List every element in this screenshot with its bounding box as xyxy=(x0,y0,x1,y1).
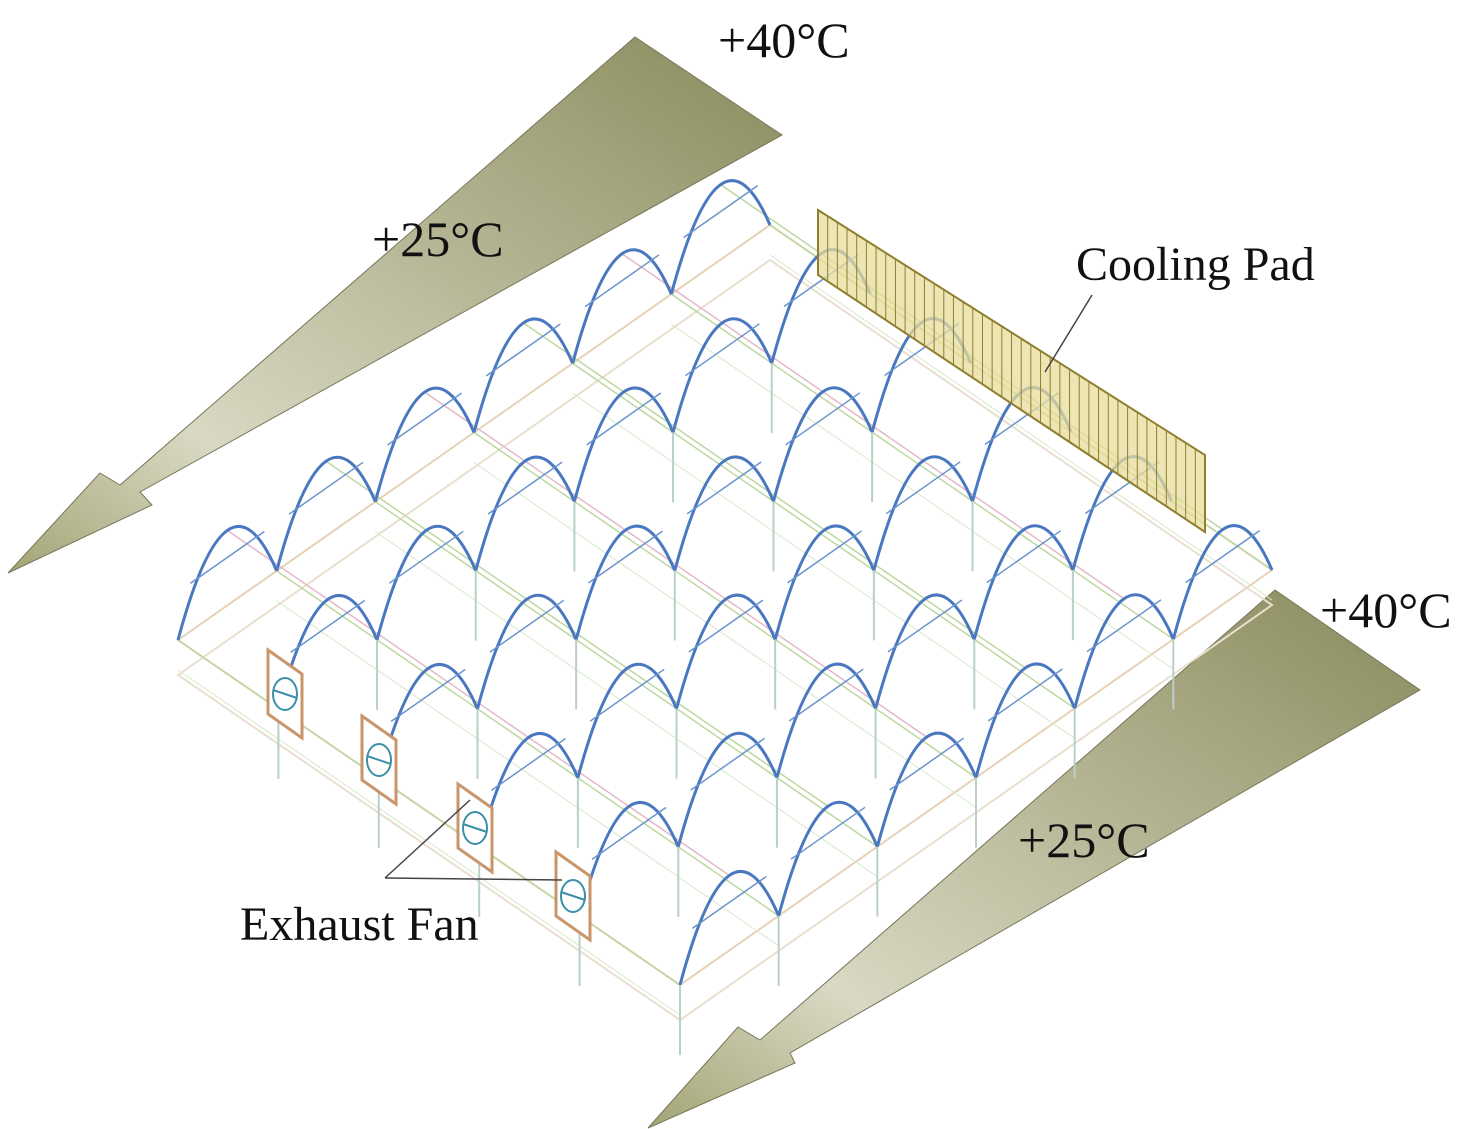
truss xyxy=(488,462,562,514)
exhaust-fans xyxy=(268,650,590,940)
truss xyxy=(987,531,1061,583)
truss xyxy=(890,738,964,790)
truss xyxy=(886,462,960,514)
leader-line xyxy=(1045,295,1092,372)
arch xyxy=(474,319,573,433)
truss xyxy=(692,876,766,928)
truss xyxy=(791,807,865,859)
purlin xyxy=(573,363,1075,708)
truss xyxy=(888,600,962,652)
truss xyxy=(786,393,860,445)
truss xyxy=(592,807,666,859)
truss xyxy=(988,669,1062,721)
truss xyxy=(788,531,862,583)
temperature-label: +25°C xyxy=(372,211,504,267)
truss xyxy=(486,324,560,376)
arch xyxy=(375,388,474,502)
truss xyxy=(691,738,765,790)
purlin xyxy=(474,433,976,778)
temperature-label: +40°C xyxy=(1320,582,1452,638)
purlin xyxy=(671,294,1173,639)
arch xyxy=(573,250,672,364)
arch xyxy=(178,526,277,640)
truss xyxy=(391,669,465,721)
gutter xyxy=(770,255,1272,600)
truss xyxy=(289,462,363,514)
temperature-label: +25°C xyxy=(1018,812,1150,868)
purlin xyxy=(277,571,779,916)
truss xyxy=(492,738,566,790)
truss xyxy=(590,669,664,721)
truss xyxy=(291,600,365,652)
truss xyxy=(1186,531,1260,583)
truss xyxy=(789,669,863,721)
truss xyxy=(388,393,462,445)
purlin xyxy=(375,502,877,847)
truss xyxy=(190,531,264,583)
truss xyxy=(685,324,759,376)
greenhouse-diagram: +40°C +25°C +40°C +25°C Cooling Pad Exha… xyxy=(0,0,1472,1129)
truss xyxy=(1087,600,1161,652)
callout-label: Cooling Pad xyxy=(1076,238,1315,291)
truss xyxy=(689,600,763,652)
truss xyxy=(587,393,661,445)
arch xyxy=(277,457,376,571)
truss xyxy=(490,600,564,652)
airflow-arrow xyxy=(8,37,782,573)
arch xyxy=(671,181,770,295)
callout-label: Exhaust Fan xyxy=(240,898,479,951)
truss xyxy=(389,531,463,583)
truss xyxy=(684,186,758,238)
truss xyxy=(687,462,761,514)
leader-line xyxy=(385,878,562,880)
truss xyxy=(585,255,659,307)
truss xyxy=(588,531,662,583)
temperature-label: +40°C xyxy=(718,12,850,68)
